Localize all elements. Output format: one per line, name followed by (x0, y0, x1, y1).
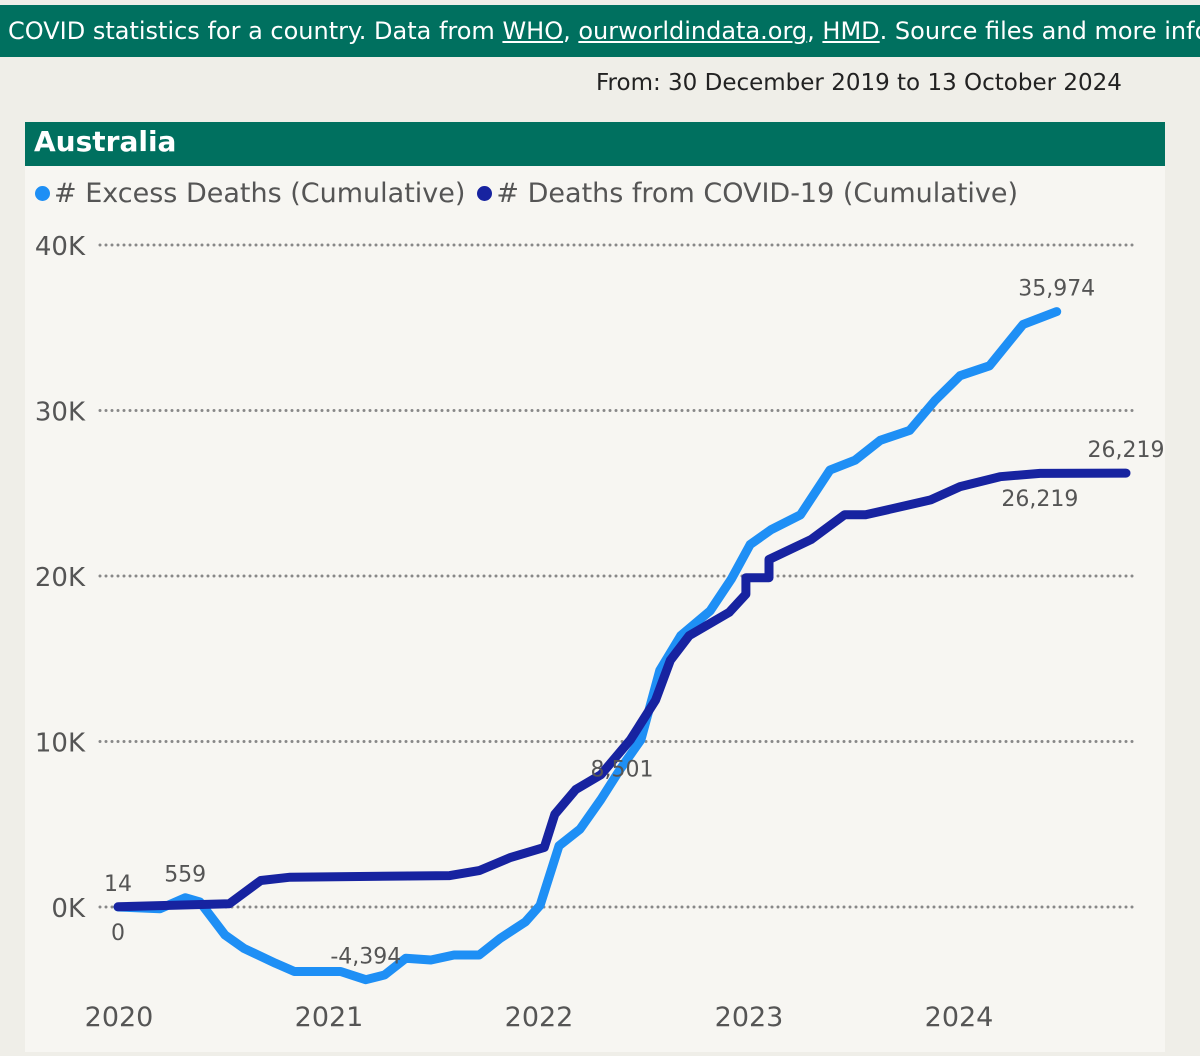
covid-deaths-line (113, 468, 1131, 912)
data-label: 26,219 (1001, 487, 1078, 512)
x-tick-label: 2020 (85, 1002, 154, 1033)
legend-label: # Deaths from COVID-19 (Cumulative) (496, 178, 1019, 209)
x-tick-label: 2022 (505, 1002, 574, 1033)
link-ourworldindata[interactable]: ourworldindata.org (578, 17, 808, 45)
x-tick-label: 2021 (295, 1002, 364, 1033)
link-hmd[interactable]: HMD (822, 17, 880, 45)
y-tick-label: 0K (51, 894, 86, 924)
y-tick-label: 10K (35, 729, 86, 759)
legend-dot-icon (477, 186, 493, 201)
separator: , (807, 17, 823, 45)
data-label: 8,501 (591, 757, 654, 782)
y-tick-label: 20K (35, 563, 86, 593)
banner-prefix: COVID statistics for a country. Data fro… (8, 17, 503, 45)
excess-deaths-line (113, 307, 1062, 985)
data-label: 35,974 (1018, 277, 1095, 302)
y-tick-label: 40K (35, 232, 86, 262)
data-label: -4,394 (330, 945, 401, 970)
legend-item-covid[interactable]: # Deaths from COVID-19 (Cumulative) (477, 178, 1018, 209)
legend-item-excess[interactable]: # Excess Deaths (Cumulative) (35, 178, 465, 209)
x-tick-label: 2024 (925, 1002, 994, 1033)
header-banner: COVID statistics for a country. Data fro… (0, 5, 1200, 57)
legend-label: # Excess Deaths (Cumulative) (54, 178, 466, 209)
x-tick-label: 2023 (715, 1002, 784, 1033)
legend: # Excess Deaths (Cumulative) # Deaths fr… (35, 178, 1018, 209)
chart-panel: Australia # Excess Deaths (Cumulative) #… (25, 122, 1165, 1052)
legend-dot-icon (35, 186, 50, 201)
date-range: From: 30 December 2019 to 13 October 202… (596, 70, 1122, 96)
data-label: 26,219 (1088, 438, 1165, 463)
data-label: 559 (164, 863, 206, 888)
data-label: 14 (104, 872, 132, 897)
y-tick-label: 30K (35, 398, 86, 428)
separator: , (563, 17, 579, 45)
chart-title: Australia (25, 122, 1165, 166)
data-label: 0 (111, 921, 125, 946)
banner-suffix: . Source files and more info on (879, 17, 1200, 45)
link-who[interactable]: WHO (502, 17, 564, 45)
